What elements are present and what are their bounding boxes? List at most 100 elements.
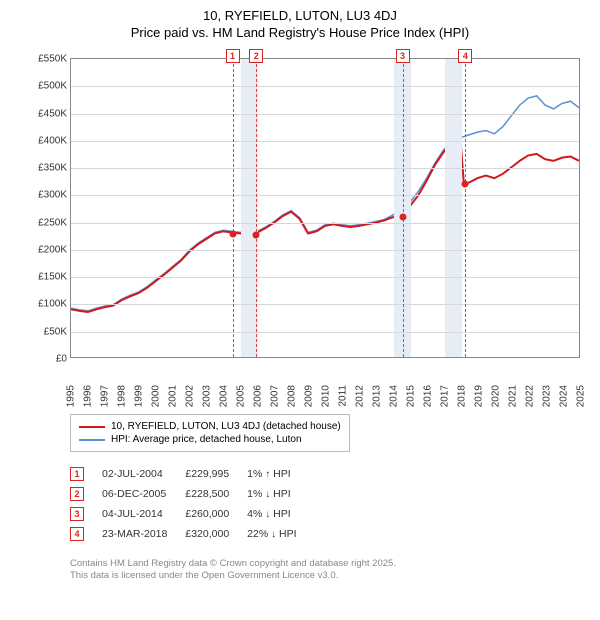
sale-delta: 1% ↓ HPI [247,484,314,504]
chart-container: 10, RYEFIELD, LUTON, LU3 4DJ Price paid … [0,0,600,591]
x-tick-label: 2022 [525,385,536,407]
x-tick-label: 2005 [236,385,247,407]
plot-region: £0£50K£100K£150K£200K£250K£300K£350K£400… [70,58,580,358]
y-tick-label: £400K [31,135,67,146]
gridline [71,195,579,196]
footer-line2: This data is licensed under the Open Gov… [70,570,590,582]
sale-n-cell: 2 [70,484,102,504]
line-canvas [71,59,579,357]
y-tick-label: £500K [31,81,67,92]
sales-table: 1 02-JUL-2004£229,9951% ↑ HPI206-DEC-2005… [70,464,315,544]
x-tick-label: 1999 [134,385,145,407]
sale-price: £228,500 [185,484,247,504]
y-tick-label: £350K [31,163,67,174]
x-tick-label: 2011 [338,385,349,407]
gridline [71,277,579,278]
sale-vline [403,59,404,357]
legend-row: HPI: Average price, detached house, Luto… [79,434,341,445]
x-tick-label: 2016 [423,385,434,407]
x-tick-label: 1997 [100,385,111,407]
sale-price: £229,995 [185,464,247,484]
gridline [71,304,579,305]
footer-attribution: Contains HM Land Registry data © Crown c… [70,558,590,583]
legend-label: 10, RYEFIELD, LUTON, LU3 4DJ (detached h… [111,421,341,432]
x-tick-label: 2008 [287,385,298,407]
x-tick-label: 2017 [440,385,451,407]
x-tick-label: 2019 [474,385,485,407]
x-tick-label: 1996 [83,385,94,407]
sale-n-cell: 4 [70,524,102,544]
sale-point [253,231,260,238]
legend-swatch [79,439,105,441]
gridline [71,141,579,142]
sales-row: 206-DEC-2005£228,5001% ↓ HPI [70,484,315,504]
gridline [71,168,579,169]
sales-row: 1 02-JUL-2004£229,9951% ↑ HPI [70,464,315,484]
y-tick-label: £200K [31,244,67,255]
sale-n-cell: 3 [70,504,102,524]
y-tick-label: £150K [31,272,67,283]
legend: 10, RYEFIELD, LUTON, LU3 4DJ (detached h… [70,414,350,452]
y-tick-label: £250K [31,217,67,228]
x-tick-label: 2015 [406,385,417,407]
sale-vline [465,59,466,357]
sale-n-cell: 1 [70,464,102,484]
x-tick-label: 2014 [389,385,400,407]
chart-subtitle: Price paid vs. HM Land Registry's House … [10,25,590,40]
y-tick-label: £300K [31,190,67,201]
x-tick-label: 2007 [270,385,281,407]
x-tick-label: 2012 [355,385,366,407]
footer-line1: Contains HM Land Registry data © Crown c… [70,558,590,570]
sale-date: 02-JUL-2004 [102,464,185,484]
gridline [71,332,579,333]
sale-n-marker: 2 [70,487,84,501]
x-tick-label: 2009 [304,385,315,407]
y-tick-label: £100K [31,299,67,310]
x-tick-label: 2010 [321,385,332,407]
x-tick-label: 2024 [559,385,570,407]
x-tick-label: 2003 [202,385,213,407]
x-tick-label: 2025 [576,385,587,407]
sale-vline [256,59,257,357]
gridline [71,114,579,115]
x-tick-label: 2004 [219,385,230,407]
sale-date: 23-MAR-2018 [102,524,185,544]
chart-title: 10, RYEFIELD, LUTON, LU3 4DJ [10,8,590,23]
x-tick-label: 2002 [185,385,196,407]
gridline [71,86,579,87]
sales-row: 304-JUL-2014£260,0004% ↓ HPI [70,504,315,524]
sale-marker-box: 1 [226,49,240,63]
x-tick-label: 2021 [508,385,519,407]
legend-row: 10, RYEFIELD, LUTON, LU3 4DJ (detached h… [79,421,341,432]
x-tick-label: 2020 [491,385,502,407]
gridline [71,223,579,224]
x-tick-label: 2000 [151,385,162,407]
sale-point [399,214,406,221]
sale-price: £260,000 [185,504,247,524]
y-tick-label: £50K [31,326,67,337]
x-tick-label: 2006 [253,385,264,407]
sale-delta: 1% ↑ HPI [247,464,314,484]
legend-swatch [79,426,105,428]
y-tick-label: £450K [31,108,67,119]
sale-date: 04-JUL-2014 [102,504,185,524]
shaded-band [445,59,462,357]
y-tick-label: £0 [31,354,67,365]
legend-label: HPI: Average price, detached house, Luto… [111,434,302,445]
x-tick-label: 1995 [66,385,77,407]
x-tick-label: 2023 [542,385,553,407]
y-tick-label: £550K [31,54,67,65]
sale-marker-box: 4 [458,49,472,63]
sale-point [229,230,236,237]
chart-area: £0 £50K £100K £150K £200K £250K £300K £350K £400… [30,48,590,408]
sale-marker-box: 2 [249,49,263,63]
sale-n-marker: 1 [70,467,84,481]
sale-price: £320,000 [185,524,247,544]
sales-row: 423-MAR-2018£320,00022% ↓ HPI [70,524,315,544]
sale-point [462,181,469,188]
sale-delta: 4% ↓ HPI [247,504,314,524]
x-tick-label: 2001 [168,385,179,407]
gridline [71,250,579,251]
series-line [71,96,579,311]
sale-marker-box: 3 [396,49,410,63]
